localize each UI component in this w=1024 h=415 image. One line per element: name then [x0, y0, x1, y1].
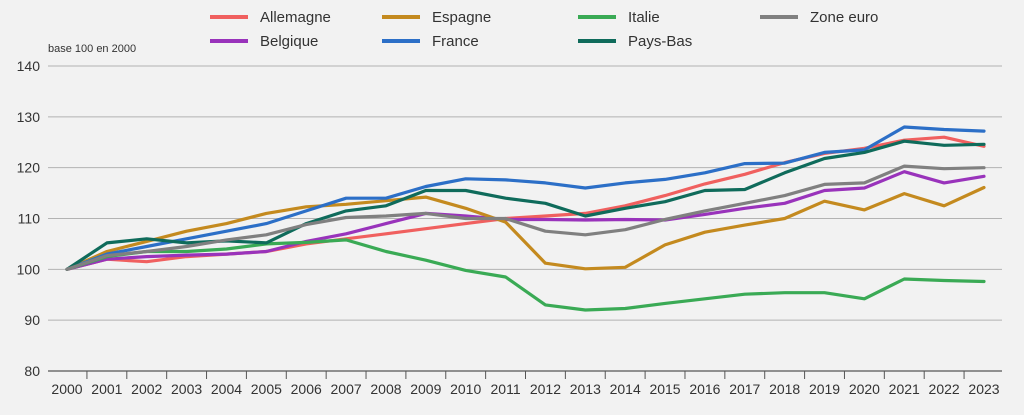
x-tick-label: 2021: [889, 381, 920, 397]
x-tick-label: 2009: [410, 381, 441, 397]
legend-label: Italie: [628, 9, 660, 26]
x-tick-label: 2013: [570, 381, 601, 397]
series-line-zone-euro: [65, 164, 986, 271]
x-tick-label: 2018: [769, 381, 800, 397]
x-tick-label: 2015: [649, 381, 680, 397]
y-axis: 80 90 100 110 120 130 140: [17, 58, 41, 379]
legend: Allemagne Belgique Espagne France Italie Pays…: [210, 9, 878, 50]
series-line-espagne: [65, 185, 986, 271]
legend-label: France: [432, 33, 479, 50]
x-tick-label: 2001: [91, 381, 122, 397]
y-tick-label: 120: [17, 160, 41, 176]
x-tick-label: 2010: [450, 381, 481, 397]
x-tick-label: 2023: [968, 381, 999, 397]
x-tick-label: 2004: [211, 381, 242, 397]
x-tick-label: 2019: [809, 381, 840, 397]
y-tick-label: 100: [17, 261, 41, 277]
x-tick-label: 2006: [291, 381, 322, 397]
y-tick-label: 130: [17, 109, 41, 125]
legend-label: Zone euro: [810, 9, 878, 26]
x-tick-label: 2012: [530, 381, 561, 397]
y-tick-label: 80: [24, 363, 40, 379]
plot-series: [65, 125, 986, 312]
x-tick-label: 2007: [331, 381, 362, 397]
series-line-france: [65, 125, 986, 271]
x-tick-label: 2016: [689, 381, 720, 397]
series-line-italie: [65, 238, 986, 312]
x-tick-label: 2017: [729, 381, 760, 397]
legend-label: Pays-Bas: [628, 33, 692, 50]
x-tick-label: 2005: [251, 381, 282, 397]
legend-label: Allemagne: [260, 9, 331, 26]
legend-label: Belgique: [260, 33, 318, 50]
y-tick-label: 140: [17, 58, 41, 74]
x-tick-label: 2008: [370, 381, 401, 397]
legend-label: Espagne: [432, 9, 491, 26]
x-axis: 2000 2001 2002 2003 2004 2005 2006 2007 2008 2009…: [51, 371, 1000, 397]
y-tick-label: 110: [18, 211, 41, 227]
x-tick-label: 2000: [51, 381, 82, 397]
y-tick-label: 90: [24, 312, 40, 328]
x-tick-label: 2014: [610, 381, 641, 397]
x-tick-label: 2020: [849, 381, 880, 397]
x-tick-label: 2011: [491, 381, 521, 397]
x-tick-label: 2002: [131, 381, 162, 397]
x-tick-label: 2003: [171, 381, 202, 397]
grid: [48, 65, 1002, 372]
x-tick-label: 2022: [929, 381, 960, 397]
series-line-belgique: [65, 170, 986, 271]
unit-label: base 100 en 2000: [48, 43, 136, 55]
